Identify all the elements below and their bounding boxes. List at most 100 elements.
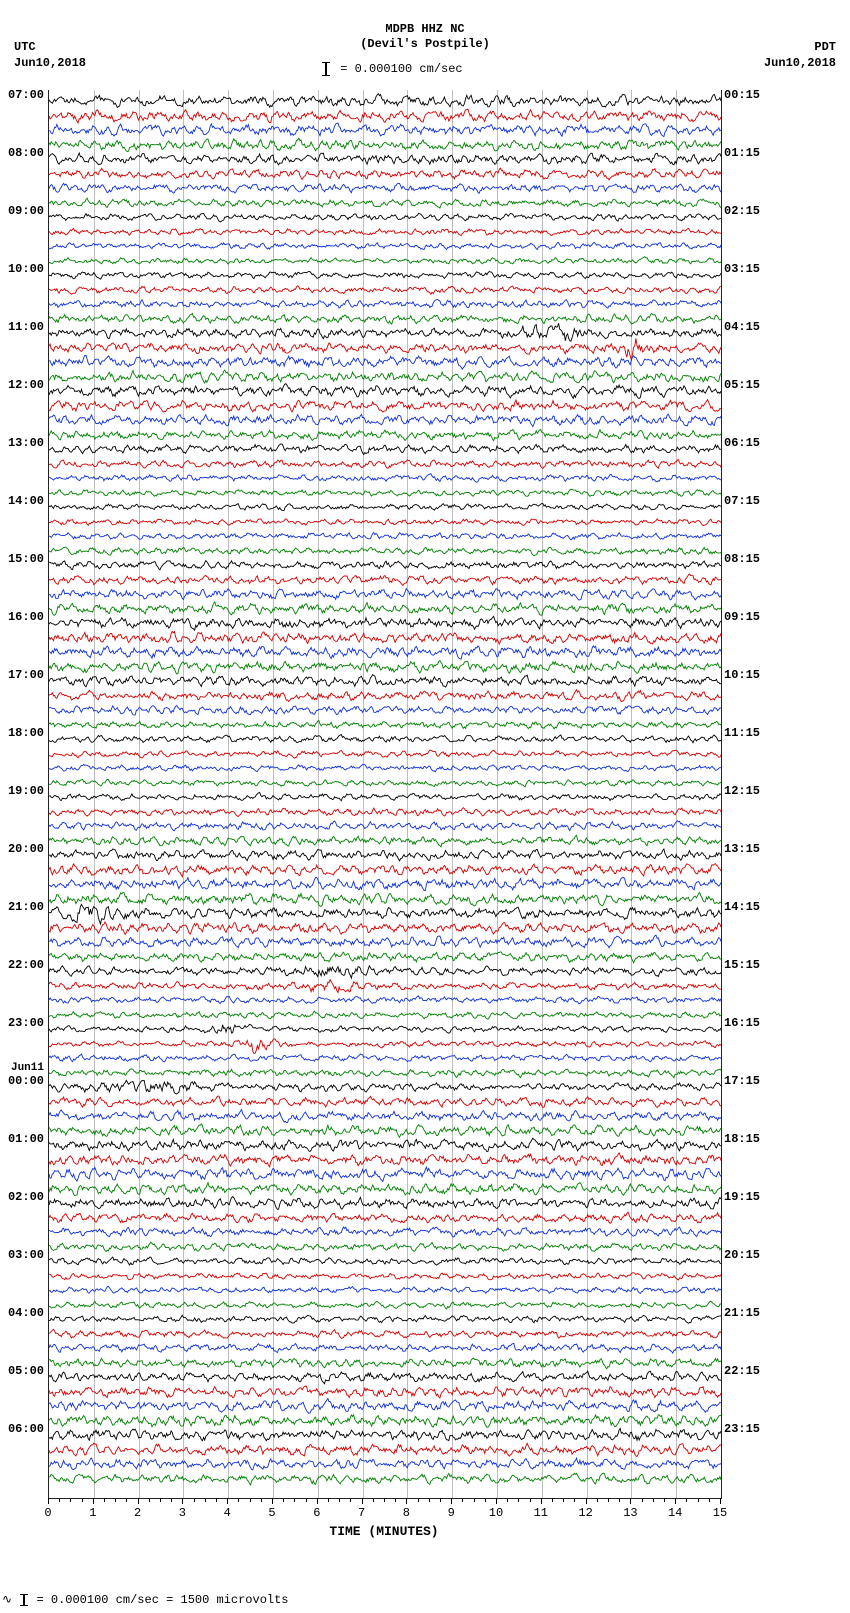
x-tick-minor — [664, 1498, 665, 1502]
local-hour-label: 14:15 — [724, 900, 760, 914]
x-axis: TIME (MINUTES) 0123456789101112131415 — [48, 1498, 720, 1538]
plot-area — [48, 90, 722, 1499]
x-tick-minor — [339, 1498, 340, 1502]
utc-hour-label: 06:00 — [8, 1422, 44, 1436]
local-hour-label: 07:15 — [724, 494, 760, 508]
utc-hour-label: 19:00 — [8, 784, 44, 798]
x-tick-minor — [104, 1498, 105, 1502]
x-tick-major — [317, 1498, 318, 1504]
x-tick-label: 15 — [713, 1506, 727, 1520]
x-tick-label: 5 — [268, 1506, 275, 1520]
local-hour-label: 01:15 — [724, 146, 760, 160]
x-tick-minor — [507, 1498, 508, 1502]
x-tick-minor — [373, 1498, 374, 1502]
utc-hour-text: 20:00 — [8, 842, 44, 856]
utc-hour-label: 03:00 — [8, 1248, 44, 1262]
x-tick-minor — [597, 1498, 598, 1502]
x-tick-minor — [653, 1498, 654, 1502]
footer-wave-icon: ∿ — [2, 1593, 12, 1607]
utc-hour-label: 21:00 — [8, 900, 44, 914]
utc-hour-text: 00:00 — [8, 1074, 44, 1088]
tz-left-date: Jun10,2018 — [14, 56, 86, 72]
utc-hour-label: 12:00 — [8, 378, 44, 392]
utc-hour-text: 06:00 — [8, 1422, 44, 1436]
header-line1: MDPB HHZ NC — [0, 22, 850, 37]
utc-hour-label: 14:00 — [8, 494, 44, 508]
x-tick-minor — [462, 1498, 463, 1502]
utc-hour-label: 13:00 — [8, 436, 44, 450]
x-tick-minor — [82, 1498, 83, 1502]
x-tick-label: 0 — [44, 1506, 51, 1520]
x-tick-label: 3 — [179, 1506, 186, 1520]
x-tick-minor — [642, 1498, 643, 1502]
footer-scale-bar-icon — [23, 1594, 25, 1606]
x-tick-minor — [518, 1498, 519, 1502]
x-tick-label: 13 — [623, 1506, 637, 1520]
utc-hour-text: 08:00 — [8, 146, 44, 160]
local-hour-label: 03:15 — [724, 262, 760, 276]
x-tick-minor — [474, 1498, 475, 1502]
local-hour-label: 05:15 — [724, 378, 760, 392]
utc-hour-text: 17:00 — [8, 668, 44, 682]
x-tick-minor — [384, 1498, 385, 1502]
x-tick-label: 7 — [358, 1506, 365, 1520]
x-tick-minor — [205, 1498, 206, 1502]
utc-hour-label: 02:00 — [8, 1190, 44, 1204]
utc-hour-label: 20:00 — [8, 842, 44, 856]
utc-hour-label: 04:00 — [8, 1306, 44, 1320]
local-hour-label: 22:15 — [724, 1364, 760, 1378]
utc-hour-label: 05:00 — [8, 1364, 44, 1378]
utc-hour-text: 23:00 — [8, 1016, 44, 1030]
x-tick-label: 4 — [224, 1506, 231, 1520]
utc-hour-label: 07:00 — [8, 88, 44, 102]
utc-hour-text: 05:00 — [8, 1364, 44, 1378]
x-tick-minor — [70, 1498, 71, 1502]
x-tick-major — [138, 1498, 139, 1504]
x-tick-minor — [216, 1498, 217, 1502]
x-tick-minor — [395, 1498, 396, 1502]
utc-hour-label: Jun1100:00 — [8, 1063, 44, 1088]
x-tick-minor — [250, 1498, 251, 1502]
x-tick-minor — [574, 1498, 575, 1502]
x-tick-major — [48, 1498, 49, 1504]
local-hour-label: 20:15 — [724, 1248, 760, 1262]
header-line2: (Devil's Postpile) — [0, 37, 850, 52]
footer: ∿ = 0.000100 cm/sec = 1500 microvolts — [2, 1592, 289, 1607]
local-hour-label: 15:15 — [724, 958, 760, 972]
x-tick-minor — [306, 1498, 307, 1502]
utc-hour-label: 01:00 — [8, 1132, 44, 1146]
local-hour-label: 00:15 — [724, 88, 760, 102]
utc-hour-text: 21:00 — [8, 900, 44, 914]
x-tick-major — [675, 1498, 676, 1504]
x-tick-minor — [429, 1498, 430, 1502]
utc-hour-text: 02:00 — [8, 1190, 44, 1204]
trace-row — [49, 1472, 721, 1486]
utc-hour-text: 01:00 — [8, 1132, 44, 1146]
x-tick-label: 8 — [403, 1506, 410, 1520]
utc-hour-label: 11:00 — [8, 320, 44, 334]
x-tick-minor — [709, 1498, 710, 1502]
utc-hour-label: 09:00 — [8, 204, 44, 218]
x-tick-minor — [238, 1498, 239, 1502]
x-tick-major — [541, 1498, 542, 1504]
local-hour-label: 12:15 — [724, 784, 760, 798]
utc-hour-label: 10:00 — [8, 262, 44, 276]
utc-hour-text: 16:00 — [8, 610, 44, 624]
x-tick-label: 10 — [489, 1506, 503, 1520]
local-hour-label: 21:15 — [724, 1306, 760, 1320]
utc-hour-label: 23:00 — [8, 1016, 44, 1030]
x-tick-minor — [294, 1498, 295, 1502]
x-tick-major — [406, 1498, 407, 1504]
x-tick-minor — [552, 1498, 553, 1502]
x-tick-major — [496, 1498, 497, 1504]
local-hour-label: 10:15 — [724, 668, 760, 682]
x-tick-minor — [686, 1498, 687, 1502]
x-tick-minor — [160, 1498, 161, 1502]
utc-hour-text: 19:00 — [8, 784, 44, 798]
utc-hour-text: 09:00 — [8, 204, 44, 218]
local-hour-label: 09:15 — [724, 610, 760, 624]
local-hour-label: 17:15 — [724, 1074, 760, 1088]
utc-hour-text: 07:00 — [8, 88, 44, 102]
x-tick-minor — [126, 1498, 127, 1502]
local-hour-label: 23:15 — [724, 1422, 760, 1436]
